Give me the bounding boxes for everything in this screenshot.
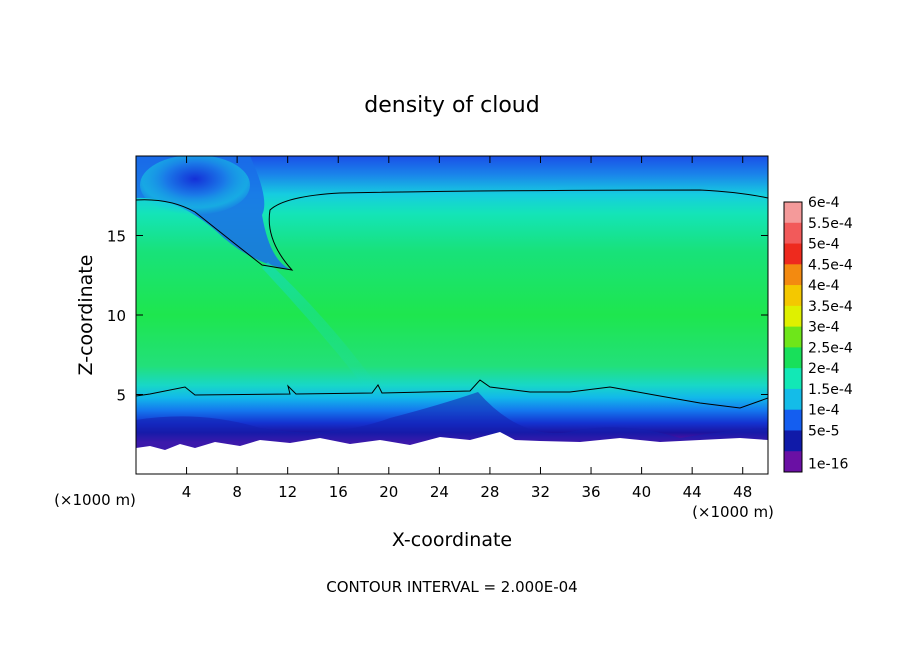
colorbar-swatch bbox=[784, 347, 802, 369]
chart-title: density of cloud bbox=[364, 93, 539, 118]
colorbar: 6e-4 5.5e-4 5e-4 4.5e-4 4e-4 3.5e-4 3e-4 2.5e-4… bbox=[783, 195, 853, 473]
x-tick-label: 40 bbox=[632, 483, 651, 501]
colorbar-swatch bbox=[784, 285, 802, 307]
y-tick-label: 5 bbox=[116, 387, 126, 405]
colorbar-label: 5e-5 bbox=[808, 423, 839, 439]
contour-interval-note: CONTOUR INTERVAL = 2.000E-04 bbox=[326, 578, 577, 596]
colorbar-label: 3e-4 bbox=[808, 320, 840, 336]
x-tick-label: 44 bbox=[683, 483, 702, 501]
y-tick-label: 10 bbox=[107, 307, 126, 325]
colorbar-swatch bbox=[784, 368, 802, 390]
y-tick-label: 15 bbox=[107, 228, 126, 246]
colorbar-label: 1.5e-4 bbox=[808, 382, 853, 398]
x-tick-label: 16 bbox=[329, 483, 348, 501]
x-axis-ticks: 4 8 12 16 20 24 28 32 36 40 44 48 bbox=[182, 156, 752, 501]
colorbar-swatch bbox=[784, 305, 802, 328]
colorbar-label: 4e-4 bbox=[808, 278, 840, 294]
x-tick-label: 8 bbox=[232, 483, 242, 501]
colorbar-label: 4.5e-4 bbox=[808, 257, 853, 273]
colorbar-label: 1e-4 bbox=[808, 403, 840, 419]
colorbar-label: 5e-4 bbox=[808, 237, 840, 253]
colorbar-swatch bbox=[784, 326, 802, 348]
x-tick-label: 28 bbox=[480, 483, 499, 501]
colorbar-swatch bbox=[784, 430, 802, 452]
x-unit-label-left: (×1000 m) bbox=[54, 491, 136, 509]
colorbar-label: 6e-4 bbox=[808, 195, 840, 211]
colorbar-swatch bbox=[784, 264, 802, 286]
heatmap-field bbox=[136, 156, 768, 474]
colorbar-swatch bbox=[784, 451, 802, 473]
colorbar-label: 2e-4 bbox=[808, 361, 840, 377]
colorbar-swatch bbox=[784, 409, 802, 431]
colorbar-label: 5.5e-4 bbox=[808, 216, 853, 232]
x-tick-label: 24 bbox=[430, 483, 449, 501]
colorbar-swatch bbox=[784, 222, 802, 245]
colorbar-label: 2.5e-4 bbox=[808, 340, 853, 356]
x-tick-label: 48 bbox=[733, 483, 752, 501]
x-tick-label: 4 bbox=[182, 483, 192, 501]
x-tick-label: 32 bbox=[531, 483, 550, 501]
x-tick-label: 20 bbox=[379, 483, 398, 501]
colorbar-swatch bbox=[784, 243, 802, 265]
y-axis-title: Z-coordinate bbox=[75, 255, 97, 376]
colorbar-swatch bbox=[784, 202, 802, 224]
colorbar-label: 3.5e-4 bbox=[808, 299, 853, 315]
x-unit-label-right: (×1000 m) bbox=[692, 503, 774, 521]
colorbar-label: 1e-16 bbox=[808, 457, 848, 473]
colorbar-frame bbox=[783, 201, 803, 473]
y-axis-ticks: 5 10 15 bbox=[107, 228, 768, 405]
x-axis-title: X-coordinate bbox=[392, 529, 512, 551]
x-tick-label: 36 bbox=[581, 483, 600, 501]
colorbar-swatch bbox=[784, 388, 802, 411]
x-tick-label: 12 bbox=[278, 483, 297, 501]
